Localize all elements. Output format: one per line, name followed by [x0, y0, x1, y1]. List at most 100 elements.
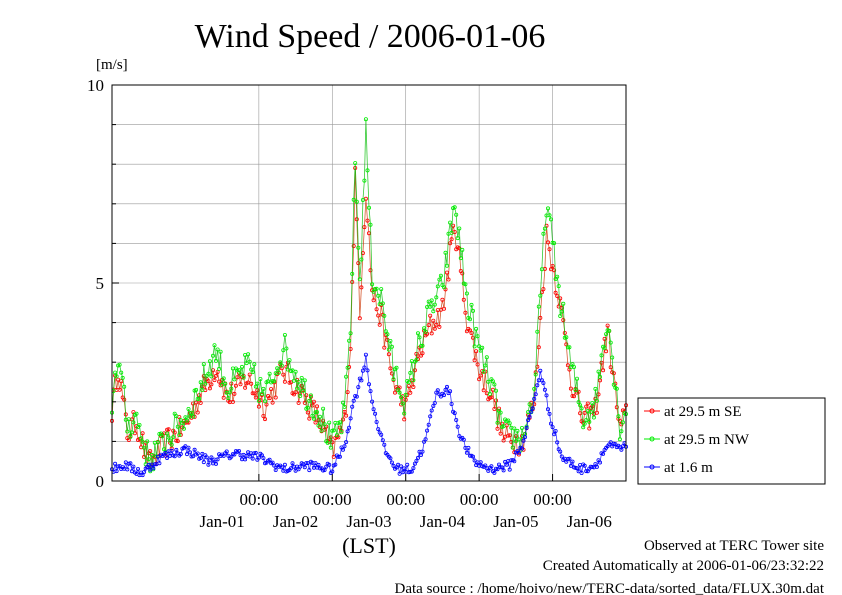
- data-point: [455, 424, 460, 429]
- data-point: [175, 439, 180, 444]
- data-point: [498, 465, 503, 470]
- data-point: [432, 400, 437, 405]
- data-point: [296, 400, 301, 405]
- data-point: [575, 466, 580, 471]
- data-point: [160, 434, 165, 439]
- data-point: [135, 466, 140, 471]
- data-point: [486, 468, 491, 473]
- data-point: [431, 309, 436, 314]
- data-point: [538, 368, 543, 373]
- footer-created: Created Automatically at 2006-01-06/23:3…: [543, 558, 824, 574]
- data-point: [194, 387, 199, 392]
- data-point: [477, 377, 482, 382]
- data-point: [513, 434, 518, 439]
- data-point: [437, 324, 442, 329]
- data-point: [131, 420, 136, 425]
- data-point: [409, 378, 414, 383]
- data-point: [238, 382, 243, 387]
- data-point: [406, 384, 411, 389]
- data-point: [444, 263, 449, 268]
- data-point: [317, 466, 322, 471]
- data-point: [408, 370, 413, 375]
- data-point: [339, 430, 344, 435]
- data-point: [184, 418, 189, 423]
- data-point: [140, 473, 145, 478]
- grid-lines: [112, 85, 626, 481]
- data-point: [275, 366, 280, 371]
- data-point: [474, 326, 479, 331]
- data-point: [582, 463, 587, 468]
- data-point: [601, 368, 606, 373]
- data-point: [295, 386, 300, 391]
- data-point: [290, 461, 295, 466]
- data-point: [213, 358, 218, 363]
- data-point: [440, 297, 445, 302]
- data-point: [382, 345, 387, 350]
- data-point: [250, 391, 255, 396]
- data-point: [168, 438, 173, 443]
- x-time-label: 00:00: [533, 490, 572, 509]
- data-point: [454, 212, 459, 217]
- data-point: [174, 414, 179, 419]
- data-point: [181, 426, 186, 431]
- data-point: [446, 277, 451, 282]
- data-point: [501, 438, 506, 443]
- legend-swatch-marker: [649, 436, 655, 442]
- data-point: [232, 391, 237, 396]
- data-point: [411, 384, 416, 389]
- data-point: [542, 387, 547, 392]
- data-point: [529, 409, 534, 414]
- data-point: [620, 420, 625, 425]
- data-point: [232, 377, 237, 382]
- data-point: [322, 467, 327, 472]
- data-point: [411, 466, 416, 471]
- data-point: [131, 464, 136, 469]
- data-point: [475, 334, 480, 339]
- data-point: [356, 261, 361, 266]
- data-point: [262, 399, 267, 404]
- data-point: [432, 326, 437, 331]
- data-point: [287, 358, 292, 363]
- data-point: [590, 464, 595, 469]
- x-time-label: 00:00: [460, 490, 499, 509]
- data-point: [541, 231, 546, 236]
- data-point: [593, 386, 598, 391]
- data-point: [148, 449, 153, 454]
- data-point: [555, 274, 560, 279]
- data-point: [538, 293, 543, 298]
- data-point: [541, 287, 546, 292]
- data-point: [374, 286, 379, 291]
- data-point: [383, 329, 388, 334]
- data-point: [209, 374, 214, 379]
- data-point: [397, 471, 402, 476]
- data-point: [142, 445, 147, 450]
- data-point: [191, 414, 196, 419]
- x-time-label: 00:00: [386, 490, 425, 509]
- data-point: [209, 382, 214, 387]
- data-point: [408, 390, 413, 395]
- data-point: [200, 387, 205, 392]
- data-point: [611, 371, 616, 376]
- data-point: [374, 307, 379, 312]
- x-date-label: Jan-04: [420, 512, 466, 531]
- data-point: [145, 439, 150, 444]
- data-point: [399, 464, 404, 469]
- data-point: [386, 347, 391, 352]
- data-point: [379, 287, 384, 292]
- data-point: [345, 365, 350, 370]
- data-point: [568, 386, 573, 391]
- data-point: [119, 379, 124, 384]
- data-point: [438, 273, 443, 278]
- data-point: [362, 365, 367, 370]
- data-point: [342, 444, 347, 449]
- y-axis: 0 5 10: [87, 76, 119, 491]
- data-point: [614, 386, 619, 391]
- data-point: [122, 397, 127, 402]
- data-point: [307, 398, 312, 403]
- data-point: [224, 449, 229, 454]
- data-point: [365, 168, 370, 173]
- data-point: [575, 376, 580, 381]
- data-point: [195, 410, 200, 415]
- data-point: [207, 458, 212, 463]
- data-point: [546, 206, 551, 211]
